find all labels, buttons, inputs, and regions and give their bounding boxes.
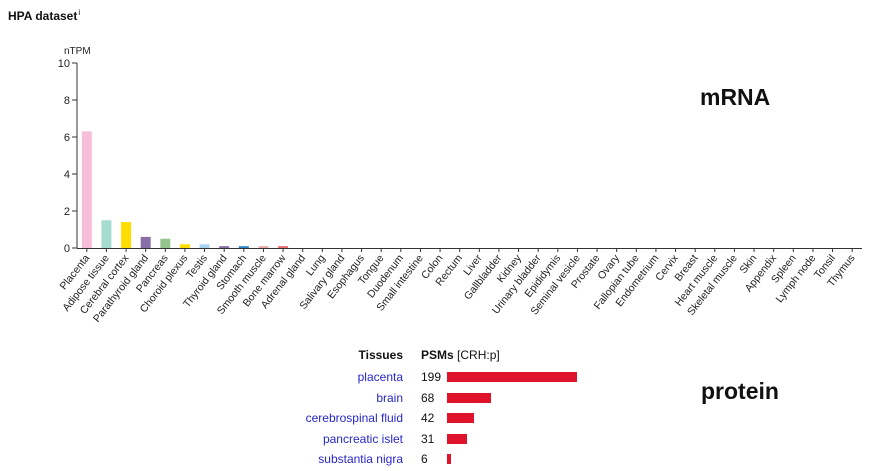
bar-stomach — [238, 246, 249, 248]
psms-column-header: PSMs [CRH:p] — [421, 348, 500, 362]
psm-bar — [447, 392, 492, 403]
bar-parathyroid-gland — [140, 236, 151, 248]
bar-choroid-plexus — [179, 244, 190, 248]
bar-bone-marrow — [278, 246, 289, 248]
y-tick-label: 2 — [64, 206, 70, 218]
tissue-link[interactable]: placenta — [357, 370, 403, 384]
protein-row: cerebrospinal fluid 42 — [240, 411, 600, 429]
bar-thyroid-gland — [219, 246, 230, 248]
bar-adipose-tissue — [101, 220, 112, 248]
protein-row: brain 68 — [240, 391, 600, 409]
protein-row: pancreatic islet 31 — [240, 432, 600, 450]
mrna-label: mRNA — [700, 84, 771, 110]
tissue-link[interactable]: pancreatic islet — [322, 431, 403, 446]
protein-label: protein — [701, 378, 779, 404]
bar-cerebral-cortex — [121, 222, 132, 248]
y-tick-label: 10 — [58, 58, 70, 70]
tissues-column-header: Tissues — [358, 348, 403, 362]
y-tick-label: 4 — [64, 169, 70, 181]
protein-row: substantia nigra 6 — [240, 452, 600, 470]
tissue-link[interactable]: substantia nigra — [318, 452, 403, 466]
y-axis-label: nTPM — [64, 46, 91, 57]
dataset-title: HPA dataseti — [8, 8, 80, 23]
protein-row: placenta 199 — [240, 370, 600, 388]
bar-placenta — [81, 131, 92, 248]
tissue-link[interactable]: cerebrospinal fluid — [305, 411, 403, 425]
bar-testis — [199, 244, 210, 248]
psm-value: 199 — [421, 370, 442, 384]
tissue-link[interactable]: brain — [376, 390, 403, 405]
psm-value: 31 — [421, 431, 435, 446]
y-tick-label: 0 — [64, 243, 70, 255]
psm-value: 68 — [421, 390, 435, 405]
psm-bar — [447, 413, 475, 423]
psm-value: 42 — [421, 411, 435, 425]
psm-bar — [447, 433, 468, 444]
info-icon[interactable]: i — [78, 8, 81, 17]
psm-value: 6 — [421, 452, 428, 466]
bar-pancreas — [160, 238, 171, 248]
y-tick-label: 8 — [64, 95, 70, 107]
psms-header-unit: [CRH:p] — [457, 348, 500, 362]
psm-bar — [447, 454, 451, 464]
psms-header-label: PSMs — [421, 348, 454, 362]
y-tick-label: 6 — [64, 132, 70, 144]
dataset-title-text: HPA dataset — [8, 9, 78, 23]
bar-smooth-muscle — [258, 246, 269, 248]
psm-bar — [447, 372, 577, 382]
